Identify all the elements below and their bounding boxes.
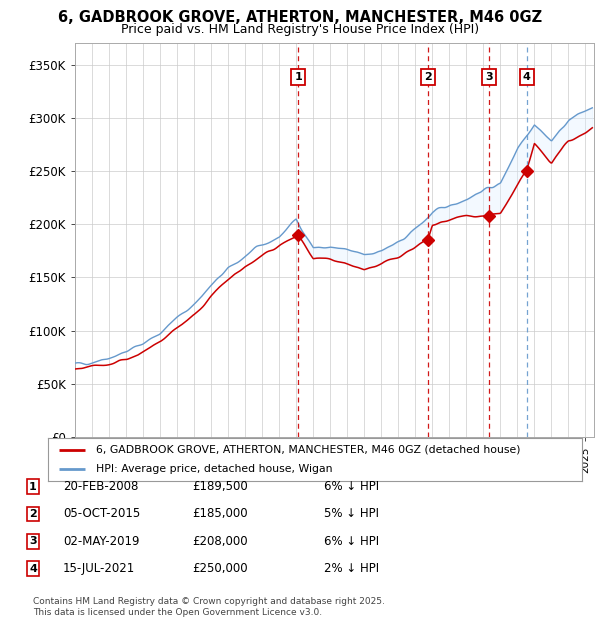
- Text: 3: 3: [29, 536, 37, 546]
- Text: 4: 4: [523, 72, 530, 82]
- Text: 6% ↓ HPI: 6% ↓ HPI: [324, 535, 379, 547]
- Text: Price paid vs. HM Land Registry's House Price Index (HPI): Price paid vs. HM Land Registry's House …: [121, 23, 479, 36]
- Text: Contains HM Land Registry data © Crown copyright and database right 2025.
This d: Contains HM Land Registry data © Crown c…: [33, 598, 385, 617]
- Text: £185,000: £185,000: [192, 508, 248, 520]
- Text: 3: 3: [485, 72, 493, 82]
- Text: 1: 1: [29, 482, 37, 492]
- Text: 15-JUL-2021: 15-JUL-2021: [63, 562, 135, 575]
- Text: 2% ↓ HPI: 2% ↓ HPI: [324, 562, 379, 575]
- Text: 20-FEB-2008: 20-FEB-2008: [63, 480, 139, 493]
- Text: 6, GADBROOK GROVE, ATHERTON, MANCHESTER, M46 0GZ (detached house): 6, GADBROOK GROVE, ATHERTON, MANCHESTER,…: [96, 445, 521, 454]
- Text: 1: 1: [295, 72, 302, 82]
- Text: £189,500: £189,500: [192, 480, 248, 493]
- Text: £208,000: £208,000: [192, 535, 248, 547]
- Text: 05-OCT-2015: 05-OCT-2015: [63, 508, 140, 520]
- Text: 2: 2: [424, 72, 432, 82]
- Text: £250,000: £250,000: [192, 562, 248, 575]
- Text: 6% ↓ HPI: 6% ↓ HPI: [324, 480, 379, 493]
- Text: 02-MAY-2019: 02-MAY-2019: [63, 535, 139, 547]
- Text: 6, GADBROOK GROVE, ATHERTON, MANCHESTER, M46 0GZ: 6, GADBROOK GROVE, ATHERTON, MANCHESTER,…: [58, 10, 542, 25]
- Text: HPI: Average price, detached house, Wigan: HPI: Average price, detached house, Wiga…: [96, 464, 332, 474]
- Text: 2: 2: [29, 509, 37, 519]
- Text: 5% ↓ HPI: 5% ↓ HPI: [324, 508, 379, 520]
- Text: 4: 4: [29, 564, 37, 574]
